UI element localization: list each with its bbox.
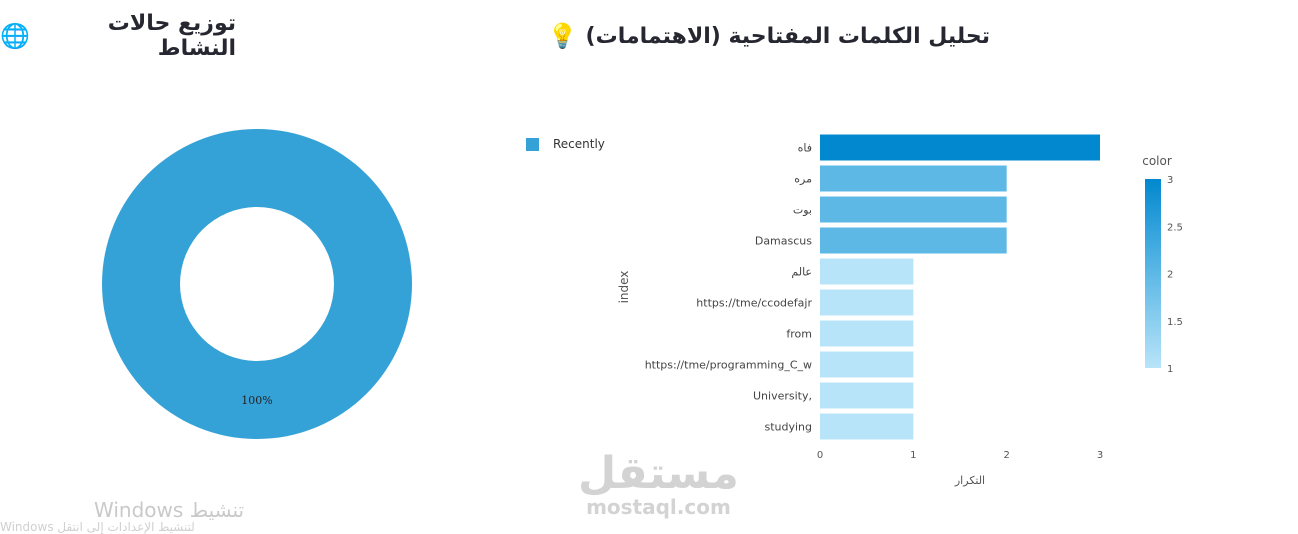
windows-activation-subtext: Windows لتنشيط الإعدادات إلى انتقل <box>0 520 195 534</box>
colorbar-title: color <box>1142 154 1172 168</box>
bar <box>820 227 1007 254</box>
donut-slice-label: 100% <box>241 394 272 407</box>
legend-label: Recently <box>553 137 605 151</box>
lightbulb-icon: 💡 <box>547 22 578 50</box>
colorbar-tick-label: 2.5 <box>1167 222 1183 233</box>
colorbar-tick-label: 2 <box>1167 270 1173 281</box>
bar <box>820 289 914 316</box>
keyword-analysis-title: تحليل الكلمات المفتاحية (الاهتمامات) 💡 <box>548 18 990 54</box>
bar <box>820 165 1007 192</box>
y-tick-label: studying <box>764 421 812 434</box>
bar <box>820 320 914 347</box>
y-tick-label: https://tme/ccodefajr <box>696 297 812 310</box>
x-tick-label: 1 <box>910 450 916 461</box>
y-tick-label: University, <box>753 390 812 403</box>
colorbar-tick-label: 3 <box>1167 175 1173 186</box>
y-tick-label: from <box>786 328 812 341</box>
mostaql-watermark: مستقل mostaql.com <box>578 448 739 519</box>
y-axis-label: index <box>617 271 631 304</box>
colorbar-tick-label: 1.5 <box>1167 317 1183 328</box>
keyword-bar-chart: فاه مره بوت Damascus عالم https://tme/ccodefa… <box>617 134 1183 487</box>
y-tick-label: https://tme/programming_C_w <box>645 359 812 372</box>
x-tick-label: 2 <box>1003 450 1009 461</box>
colorbar-tick-label: 1 <box>1167 364 1173 375</box>
colorbar <box>1145 179 1161 368</box>
x-axis-label: التكرار <box>954 474 985 487</box>
y-tick-label: بوت <box>793 204 812 217</box>
mostaql-logo-url: mostaql.com <box>586 495 731 519</box>
bar <box>820 258 914 285</box>
activity-status-title: توزيع حالات النشاط 🌐 <box>0 11 236 61</box>
y-tick-label: عالم <box>791 266 812 279</box>
globe-icon: 🌐 <box>0 22 30 50</box>
keyword-analysis-title-text: تحليل الكلمات المفتاحية (الاهتمامات) <box>585 23 990 49</box>
x-tick-label: 0 <box>817 450 823 461</box>
activity-donut-chart: 100% <box>101 128 412 440</box>
mostaql-logo-arabic: مستقل <box>578 448 739 499</box>
bar <box>820 196 1007 223</box>
y-tick-label: Damascus <box>755 235 812 248</box>
bar <box>820 134 1100 161</box>
bar <box>820 413 914 440</box>
y-tick-label: مره <box>794 173 812 186</box>
bar <box>820 351 914 378</box>
windows-activation-watermark: تنشيط Windows <box>94 498 245 522</box>
donut-legend[interactable]: Recently <box>526 137 605 151</box>
y-tick-label: فاه <box>798 142 812 155</box>
activity-status-title-text: توزيع حالات النشاط <box>107 11 236 61</box>
donut-slice <box>101 128 412 440</box>
legend-swatch <box>526 137 539 151</box>
bar <box>820 382 914 409</box>
x-tick-label: 3 <box>1097 450 1103 461</box>
